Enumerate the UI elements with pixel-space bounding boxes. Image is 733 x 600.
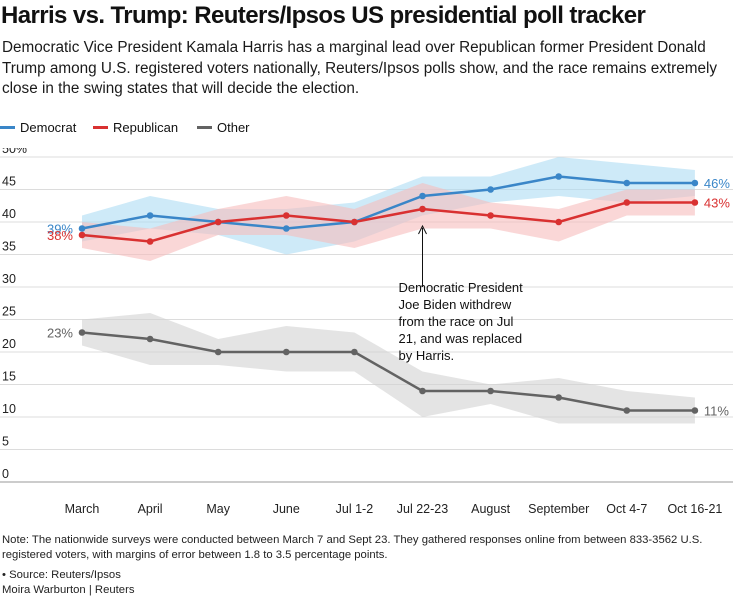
- series-line-democrat: [81, 175, 695, 230]
- x-tick-label: June: [273, 502, 300, 516]
- data-point-republican: [555, 218, 562, 226]
- data-point-democrat: [78, 225, 86, 232]
- legend-item-republican: Republican: [93, 120, 178, 135]
- legend-item-democrat: Democrat: [0, 120, 76, 135]
- data-point-republican: [419, 205, 426, 213]
- legend-item-other: Other: [197, 120, 250, 135]
- chart-note: Note: The nationwide surveys were conduc…: [2, 534, 703, 561]
- y-tick-label: 15: [2, 370, 16, 384]
- series-line-republican: [81, 201, 695, 243]
- chart-subtitle: Democratic Vice President Kamala Harris …: [2, 39, 718, 97]
- data-point-other: [487, 387, 494, 395]
- data-point-democrat: [487, 186, 494, 193]
- y-tick-label: 0: [2, 467, 9, 481]
- x-tick-label: August: [471, 502, 510, 516]
- legend-label-democrat: Democrat: [20, 120, 77, 135]
- y-tick-label: 5: [2, 435, 9, 449]
- data-point-republican: [487, 212, 494, 219]
- annotation-text: Democratic President Joe Biden withdrew fr…: [399, 280, 524, 363]
- data-point-republican: [283, 212, 290, 219]
- annotation-line-text: Democratic President: [399, 280, 524, 295]
- data-point-republican: [146, 238, 154, 245]
- poll-chart: 0 5 10 15 20 25 30 35 40 45 50% March April May June Ju…: [0, 148, 733, 516]
- y-tick-label: 25: [2, 305, 16, 319]
- confidence-band-republican: [82, 183, 695, 261]
- data-point-democrat: [555, 173, 562, 180]
- y-tick-label: 50%: [2, 148, 27, 156]
- annotation-line-text: by Harris.: [399, 348, 455, 363]
- data-point-democrat: [419, 192, 426, 200]
- annotation-line-text: from the race on Jul: [399, 314, 514, 329]
- x-tick-label: Jul 22-23: [397, 502, 448, 516]
- annotation-line-text: 21, and was replaced: [399, 331, 523, 346]
- chart-credit: Moira Warburton | Reuters: [2, 584, 135, 596]
- chart-title: Harris vs. Trump: Reuters/Ipsos US presi…: [1, 2, 646, 29]
- data-point-other: [283, 348, 290, 356]
- legend-swatch-democrat: [0, 126, 15, 129]
- data-point-other: [351, 348, 358, 356]
- data-point-democrat: [691, 179, 699, 187]
- legend-swatch-republican: [93, 126, 108, 129]
- data-point-other: [691, 407, 699, 414]
- data-point-other: [419, 387, 426, 395]
- data-point-democrat: [146, 212, 154, 219]
- end-label-democrat: 46%: [704, 176, 730, 191]
- data-point-other: [146, 335, 154, 343]
- data-point-republican: [214, 218, 222, 226]
- start-label-democrat: 39%: [47, 222, 73, 237]
- legend-swatch-other: [197, 126, 212, 129]
- x-tick-label: May: [206, 502, 230, 516]
- end-label-republican: 43%: [704, 196, 730, 211]
- start-label-other: 23%: [47, 326, 73, 341]
- y-tick-label: 40: [2, 207, 16, 221]
- legend-label-other: Other: [217, 120, 250, 135]
- y-tick-label: 45: [2, 175, 16, 189]
- chart-source: • Source: Reuters/Ipsos: [2, 569, 121, 581]
- x-tick-label: September: [528, 502, 589, 516]
- data-point-republican: [623, 199, 631, 206]
- legend-label-republican: Republican: [113, 120, 179, 135]
- x-tick-label: Oct 4-7: [606, 502, 647, 516]
- series-line-other: [81, 331, 695, 412]
- data-point-republican: [691, 199, 699, 206]
- x-tick-label: Jul 1-2: [336, 502, 374, 516]
- y-tick-label: 30: [2, 272, 16, 286]
- data-point-democrat: [283, 225, 290, 232]
- x-tick-label: March: [65, 502, 100, 516]
- x-tick-label: April: [138, 502, 163, 516]
- y-tick-label: 20: [2, 337, 16, 351]
- annotation-line-text: Joe Biden withdrew: [399, 297, 512, 312]
- end-label-other: 11%: [704, 404, 729, 419]
- data-point-other: [214, 348, 222, 356]
- y-tick-label: 35: [2, 240, 16, 254]
- annotation-arrowhead: [418, 224, 427, 235]
- data-point-other: [78, 329, 86, 336]
- data-point-other: [623, 407, 631, 414]
- data-point-republican: [351, 218, 358, 226]
- x-tick-label: Oct 16-21: [667, 502, 722, 516]
- y-tick-label: 10: [2, 402, 16, 416]
- start-label-republican: 38%: [47, 228, 73, 243]
- data-point-other: [555, 394, 562, 401]
- data-point-republican: [78, 231, 86, 239]
- data-point-democrat: [623, 179, 631, 187]
